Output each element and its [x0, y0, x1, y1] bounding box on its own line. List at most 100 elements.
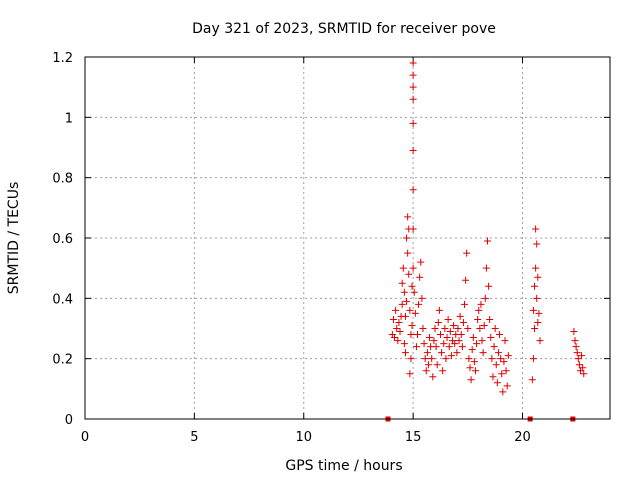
data-point: [400, 340, 408, 348]
y-tick-label: 0.6: [52, 232, 73, 247]
data-point: [458, 343, 466, 351]
data-point: [534, 318, 542, 326]
data-point: [401, 349, 409, 357]
data-point: [409, 264, 417, 272]
data-point: [532, 264, 540, 272]
y-tick-label: 1: [65, 111, 73, 126]
data-point: [422, 367, 430, 375]
data-point: [409, 59, 417, 67]
data-point: [453, 349, 461, 357]
data-point: [404, 249, 412, 257]
x-tick-label: 5: [190, 430, 198, 445]
data-point: [403, 297, 411, 305]
data-point: [439, 367, 447, 375]
data-point: [533, 294, 541, 302]
data-point: [451, 340, 459, 348]
data-point: [406, 306, 414, 314]
data-point: [419, 325, 427, 332]
data-point: [420, 340, 428, 348]
data-point: [477, 300, 485, 308]
data-point: [441, 325, 449, 332]
data-point: [575, 361, 583, 369]
data-point: [479, 349, 487, 357]
data-point: [492, 361, 500, 369]
data-point: [409, 186, 417, 194]
data-point: [396, 328, 404, 336]
data-point: [580, 370, 588, 378]
data-point: [407, 355, 415, 363]
data-point: [487, 334, 495, 342]
data-point: [468, 346, 476, 354]
data-point: [498, 370, 506, 378]
data-point: [500, 358, 508, 366]
data-point: [497, 355, 505, 363]
data-point: [431, 325, 439, 332]
data-point: [411, 309, 419, 317]
data-point: [435, 306, 443, 314]
y-tick-label: 1.2: [52, 51, 73, 66]
x-tick-label: 0: [81, 430, 89, 445]
plot-frame: [84, 56, 611, 420]
data-point: [466, 364, 474, 372]
data-point: [482, 264, 490, 272]
data-point: [421, 355, 429, 363]
data-point: [399, 264, 407, 272]
chart-title: Day 321 of 2023, SRMTID for receiver pov…: [192, 21, 496, 37]
data-point: [409, 71, 417, 79]
data-point: [440, 340, 448, 348]
data-point: [529, 306, 537, 314]
data-point: [467, 376, 475, 384]
grid-lines: [85, 57, 610, 419]
data-point: [392, 306, 400, 314]
data-point: [409, 83, 417, 91]
data-point: [416, 273, 424, 281]
x-tick-label: 15: [405, 430, 422, 445]
x-tick-label: 10: [295, 430, 312, 445]
data-point: [417, 258, 425, 266]
x-axis-title: GPS time / hours: [285, 458, 402, 474]
data-point: [455, 337, 463, 345]
y-axis-tick-labels: 0 0.2 0.4 0.6 0.8 1 1.2: [52, 51, 73, 428]
data-point: [462, 276, 470, 284]
data-point: [398, 300, 406, 308]
data-point: [432, 343, 440, 351]
data-point: [579, 364, 587, 372]
data-point: [491, 325, 499, 332]
data-point: [410, 288, 418, 296]
data-point: [464, 325, 472, 332]
y-tick-label: 0.2: [52, 353, 73, 368]
data-point: [426, 334, 434, 342]
data-point: [447, 352, 455, 360]
data-point: [465, 355, 473, 363]
data-point: [415, 300, 423, 308]
data-point: [503, 382, 511, 390]
data-point: [499, 388, 507, 396]
data-point: [459, 318, 467, 326]
data-point: [476, 325, 484, 332]
data-point: [533, 240, 541, 248]
data-point: [535, 309, 543, 317]
data-point: [478, 337, 486, 345]
data-point: [430, 337, 438, 345]
y-tick-label: 0: [65, 413, 73, 428]
data-point: [408, 321, 416, 329]
data-point: [442, 355, 450, 363]
data-point: [531, 325, 539, 332]
data-point: [434, 318, 442, 326]
data-point: [531, 282, 539, 290]
data-point: [496, 331, 504, 339]
data-point: [461, 300, 469, 308]
data-points: [385, 59, 588, 422]
data-point: [574, 355, 582, 363]
data-point: [389, 315, 397, 323]
data-point: [494, 349, 502, 357]
y-tick-label: 0.4: [52, 292, 73, 307]
data-point: [405, 270, 413, 278]
data-point: [534, 273, 542, 281]
data-point: [489, 373, 497, 381]
data-point: [403, 234, 411, 242]
data-point: [488, 355, 496, 363]
data-point: [414, 331, 421, 339]
data-point: [445, 343, 453, 351]
data-point: [409, 95, 417, 103]
